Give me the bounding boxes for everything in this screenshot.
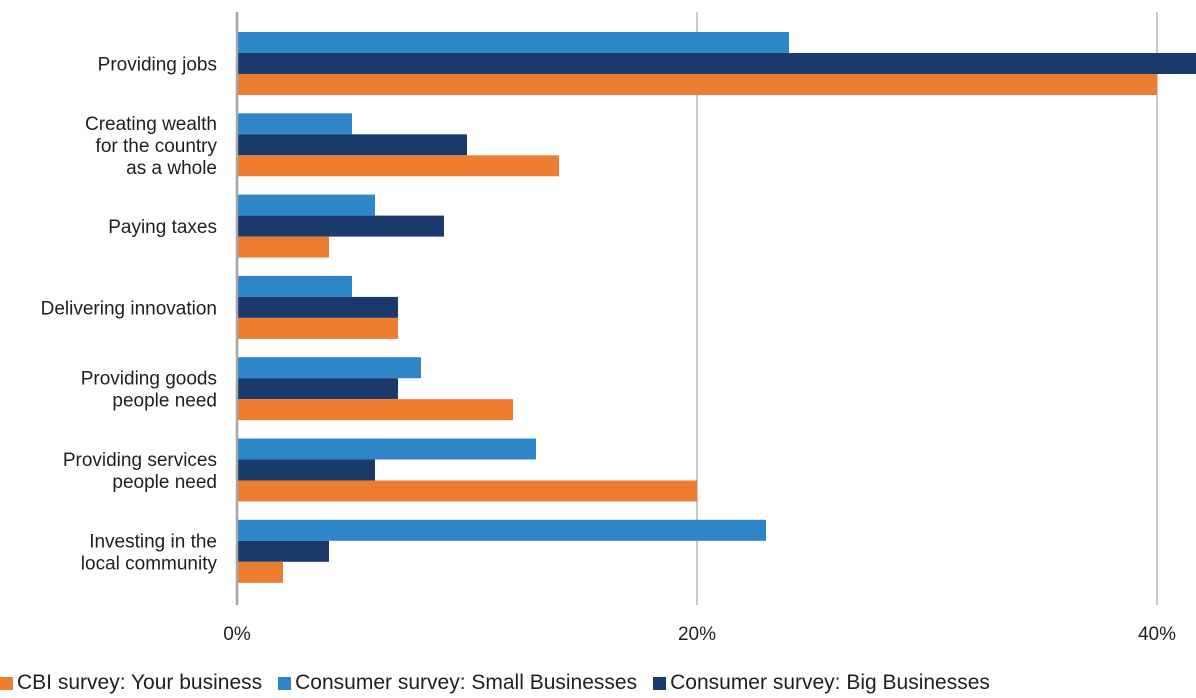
x-tick-label-2: 40% (1138, 624, 1176, 645)
category-label-4: Providing goods people need (81, 369, 217, 412)
category-label-3: Delivering innovation (41, 298, 217, 319)
bar-2-0 (237, 74, 1157, 95)
bar-0-3 (237, 275, 352, 297)
bar-1-2 (237, 215, 444, 237)
bar-0-6 (237, 519, 766, 541)
x-tick-labels: 0% 20% 40% (223, 624, 1176, 645)
bar-2-4 (237, 399, 513, 421)
bar-2-6 (237, 561, 283, 583)
bar-1-5 (237, 459, 375, 481)
bar-1-4 (237, 378, 398, 400)
gridlines (696, 12, 1158, 605)
bar-2-3 (237, 317, 398, 339)
bar-0-0 (237, 32, 789, 53)
bar-0-4 (237, 357, 421, 379)
legend-label-big: Consumer survey: Big Businesses (670, 671, 990, 694)
category-label-0: Providing jobs (98, 55, 217, 76)
legend-item-big: Consumer survey: Big Businesses (653, 671, 990, 695)
category-labels: Providing jobs Creating wealth for the cou… (41, 55, 218, 575)
bar-2-1 (237, 155, 559, 177)
bar-1-1 (237, 134, 467, 156)
x-tick-label-1: 20% (678, 624, 716, 645)
x-tick-label-0: 0% (223, 624, 251, 645)
legend-label-cbi: CBI survey: Your business (17, 671, 263, 694)
bar-0-2 (237, 194, 375, 216)
category-label-2: Paying taxes (108, 217, 217, 238)
legend-swatch-small (278, 676, 292, 690)
legend: CBI survey: Your business Consumer surve… (0, 670, 1006, 696)
bar-2-5 (237, 480, 697, 502)
legend-swatch-big (653, 676, 667, 690)
category-label-1: Creating wealth for the country as a whole (85, 114, 218, 179)
legend-item-cbi: CBI survey: Your business (0, 671, 262, 695)
legend-label-small: Consumer survey: Small Businesses (295, 671, 638, 694)
bar-0-1 (237, 113, 352, 135)
bar-1-3 (237, 296, 398, 318)
bar-1-0 (237, 53, 1196, 74)
legend-swatch-cbi (0, 676, 13, 690)
category-label-5: Providing services people need (63, 450, 217, 493)
category-label-6: Investing in the local community (81, 531, 218, 574)
bar-1-6 (237, 540, 329, 562)
bar-2-2 (237, 236, 329, 258)
legend-item-small: Consumer survey: Small Businesses (278, 671, 637, 695)
bars (237, 32, 1196, 583)
bar-0-5 (237, 438, 536, 460)
